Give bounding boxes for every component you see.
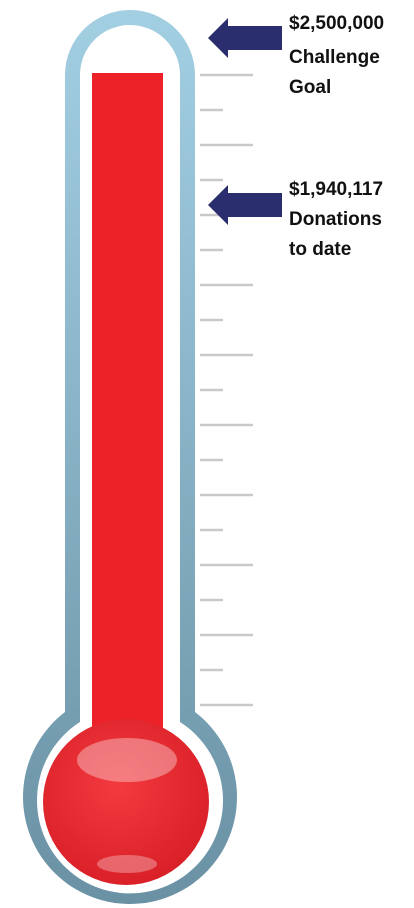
goal-arrow xyxy=(208,18,282,58)
scale-ticks xyxy=(200,73,253,707)
donations-arrow xyxy=(208,185,282,225)
bulb-highlight xyxy=(77,738,177,782)
goal-label: Challenge xyxy=(289,47,380,68)
thermometer xyxy=(22,10,237,904)
mercury-column xyxy=(92,73,163,753)
donations-amount: $1,940,117 xyxy=(289,179,383,200)
bulb-reflection xyxy=(97,855,157,873)
goal-label: Goal xyxy=(289,77,331,98)
donations-label: Donations xyxy=(289,209,382,230)
goal-amount: $2,500,000 xyxy=(289,13,384,34)
mercury-bulb xyxy=(43,719,209,885)
donations-label: to date xyxy=(289,239,351,260)
